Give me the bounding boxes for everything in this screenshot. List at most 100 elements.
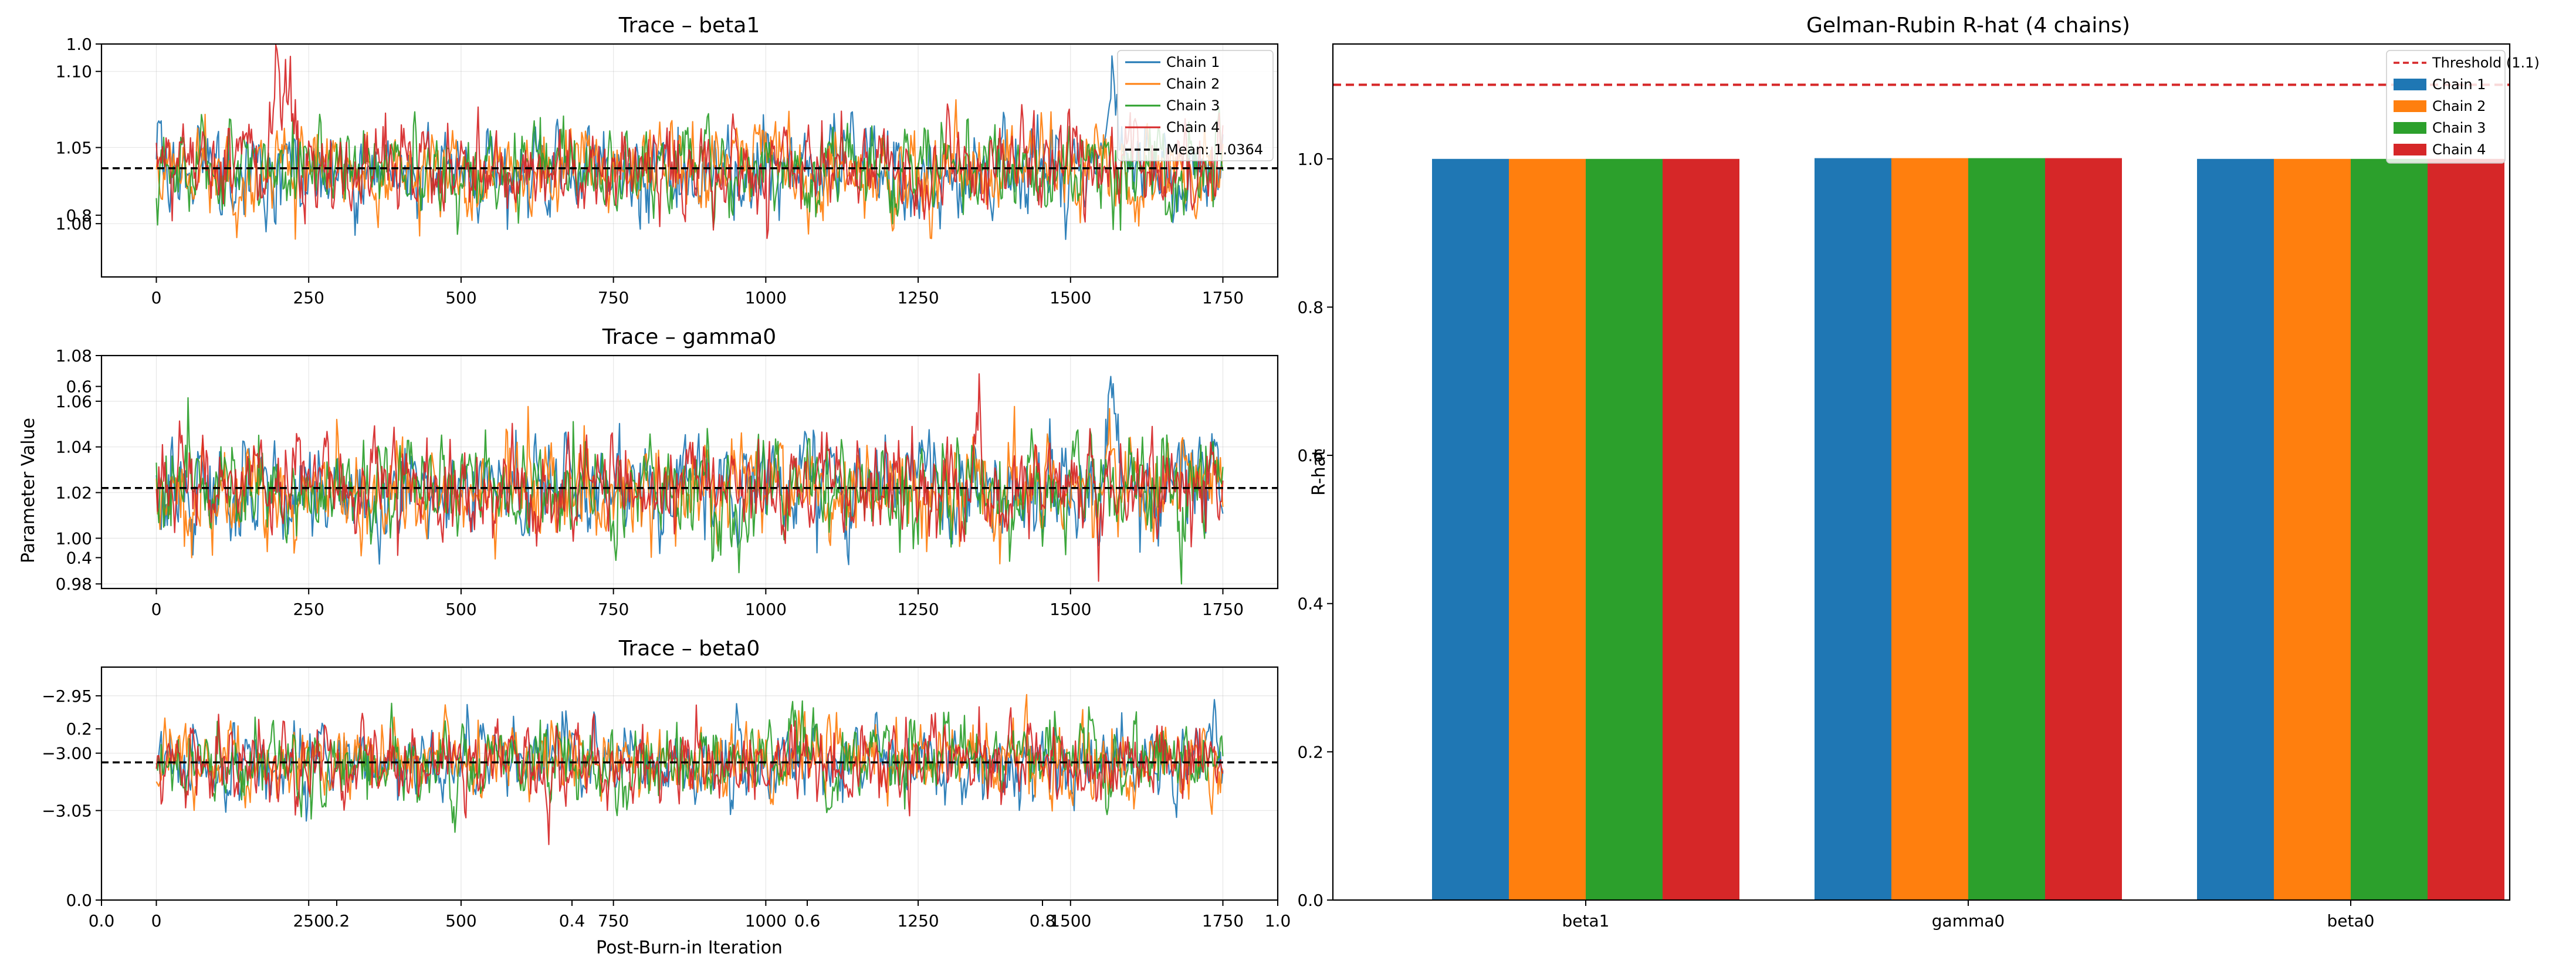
trace-beta1-legend-box: [1117, 50, 1274, 161]
rhat-bar-beta0-chain4: [2428, 158, 2504, 901]
overlay-x-tick-label: 0.8: [1030, 911, 1056, 931]
trace-beta0-panel: Trace – beta0 −3.05 −3.00 −2.95 0 250 500 750…: [42, 637, 1291, 958]
x-tick-label: 750: [598, 911, 629, 931]
rhat-legend: Threshold (1.1) Chain 1 Chain 2 Chain 3 …: [2386, 50, 2540, 164]
y-tick-label: −3.00: [42, 744, 92, 763]
x-tick-label: 1500: [1050, 911, 1091, 931]
x-tick-label: 0: [151, 600, 162, 619]
x-tick-label: 250: [293, 288, 324, 307]
trace-beta1-series: [155, 44, 1224, 241]
trace-line-chain3: [155, 106, 1224, 235]
rhat-y-tick-label: 0.2: [1297, 742, 1323, 762]
trace-gamma0-y-axis: 0.98 1.00 1.02 1.04 1.06 1.08: [56, 346, 101, 594]
trace-gamma0-panel: Trace – gamma0 0.981.001.021.041.061.08 …: [18, 325, 1279, 619]
rhat-panel: Gelman-Rubin R-hat (4 chains) 0.0 0.2 0.4 0…: [1297, 13, 2539, 931]
x-tick-label: 750: [598, 288, 629, 307]
overlay-y-tick-label: 0.2: [66, 719, 92, 739]
trace-line-chain3: [155, 397, 1224, 585]
rhat-y-tick-label: 0.4: [1297, 594, 1323, 614]
x-tick-label: 1250: [897, 288, 939, 307]
overlay-y-tick-label: 1.0: [66, 35, 92, 54]
trace-line-chain1: [155, 376, 1224, 566]
rhat-axes-frame: [1332, 43, 2511, 901]
rhat-bar-gamma0-chain2: [1891, 158, 1968, 900]
rhat-y-axis-label: R-hat: [1309, 449, 1329, 496]
trace-beta0-axes-frame: [100, 666, 1279, 901]
x-tick-label: 750: [598, 600, 629, 619]
y-tick-label: 1.05: [56, 138, 92, 157]
trace-beta1-y-axis: 1.00 1.05 1.10: [56, 62, 101, 234]
trace-beta1-x-axis: 0 250 500 750 1000 1250 1500 1750: [151, 277, 1244, 307]
y-tick-label: 1.08: [56, 346, 92, 366]
overlay-x-tick-label: 0.0: [89, 911, 115, 931]
y-tick-label: 1.02: [56, 483, 92, 503]
rhat-y-axis: 0.0 0.2 0.4 0.6 0.8 1.0: [1297, 150, 1333, 910]
trace-beta1-title: Trace – beta1: [618, 13, 760, 38]
rhat-legend-swatch-chain3: [2394, 122, 2426, 134]
x-tick-label: 500: [445, 911, 476, 931]
rhat-x-tick-label: beta0: [2327, 911, 2375, 931]
rhat-bar-beta1-chain1: [1432, 158, 1509, 901]
trace-beta0-x-axis: 0 250 500 750 1000 1250 1500 1750: [151, 900, 1244, 931]
trace-line-chain4: [155, 44, 1224, 239]
x-tick-label: 1250: [897, 600, 939, 619]
overlay-y-tick-label: 0.8: [66, 206, 92, 225]
rhat-legend-label-chain1: Chain 1: [2432, 76, 2486, 93]
x-tick-label: 250: [293, 911, 324, 931]
y-tick-label: 1.10: [56, 62, 92, 82]
overlay-y-tick-label: 0.6: [66, 377, 92, 397]
x-tick-label: 500: [445, 600, 476, 619]
x-tick-label: 1500: [1050, 600, 1091, 619]
rhat-bar-beta0-chain1: [2197, 158, 2274, 901]
rhat-legend-label-chain2: Chain 2: [2432, 98, 2486, 114]
trace-beta1-legend: Chain 1 Chain 2 Chain 3 Chain 4 Mean: 1.…: [1117, 50, 1274, 161]
x-tick-label: 250: [293, 600, 324, 619]
rhat-x-tick-label: gamma0: [1932, 911, 2005, 931]
rhat-legend-swatch-chain1: [2394, 79, 2426, 90]
x-tick-label: 1750: [1202, 288, 1244, 307]
x-tick-label: 1500: [1050, 288, 1091, 307]
trace-line-chain4: [155, 373, 1224, 582]
rhat-bars: [1432, 158, 2504, 901]
trace-gamma0-x-axis: 0 250 500 750 1000 1250 1500 1750: [151, 588, 1244, 619]
rhat-title: Gelman-Rubin R-hat (4 chains): [1806, 13, 2130, 38]
rhat-bar-beta1-chain3: [1586, 158, 1663, 901]
rhat-x-axis: beta1 gamma0 beta0: [1562, 900, 2375, 931]
x-tick-label: 500: [445, 288, 476, 307]
rhat-bar-beta1-chain2: [1509, 158, 1586, 901]
x-tick-label: 1250: [897, 911, 939, 931]
rhat-y-tick-label: 0.8: [1297, 297, 1323, 317]
rhat-x-tick-label: beta1: [1562, 911, 1610, 931]
rhat-legend-swatch-chain4: [2394, 144, 2426, 155]
x-tick-label: 1750: [1202, 600, 1244, 619]
trace-beta1-overlay-y-axis: 0.8 1.0: [66, 35, 101, 225]
trace-gamma0-overlay-y-axis: 0.4 0.6: [66, 377, 101, 567]
y-tick-label: 1.04: [56, 438, 92, 457]
x-tick-label: 1000: [745, 288, 787, 307]
rhat-legend-swatch-chain2: [2394, 100, 2426, 112]
rhat-bar-gamma0-chain4: [2045, 158, 2122, 900]
legend-label-chain3: Chain 3: [1166, 97, 1220, 114]
y-tick-label: 1.06: [56, 392, 92, 411]
trace-line-chain4: [155, 704, 1224, 845]
overlay-x-tick-label: 0.6: [794, 911, 821, 931]
legend-label-mean: Mean: 1.0364: [1166, 141, 1263, 158]
trace-beta0-title: Trace – beta0: [618, 637, 760, 661]
trace-gamma0-series: [155, 373, 1224, 585]
trace-beta0-overlay-x-axis: 0.0 0.2 0.4 0.6 0.8 1.0: [89, 900, 1291, 931]
y-tick-label: −2.95: [42, 686, 92, 706]
trace-beta0-y-axis: −3.05 −3.00 −2.95: [42, 686, 101, 820]
rhat-legend-label-chain3: Chain 3: [2432, 120, 2486, 136]
trace-x-axis-label: Post-Burn-in Iteration: [596, 938, 783, 958]
x-tick-label: 1000: [745, 911, 787, 931]
overlay-y-tick-label: 0.4: [66, 548, 92, 567]
trace-gamma0-axes-frame: [100, 354, 1279, 590]
x-tick-label: 0: [151, 911, 162, 931]
trace-line-chain2: [155, 99, 1224, 240]
rhat-y-tick-label: 0.0: [1297, 891, 1323, 910]
rhat-y-tick-label: 1.0: [1297, 150, 1323, 169]
x-tick-label: 0: [151, 288, 162, 307]
trace-beta1-axes-frame: [100, 43, 1279, 278]
rhat-bar-gamma0-chain1: [1815, 158, 1891, 900]
